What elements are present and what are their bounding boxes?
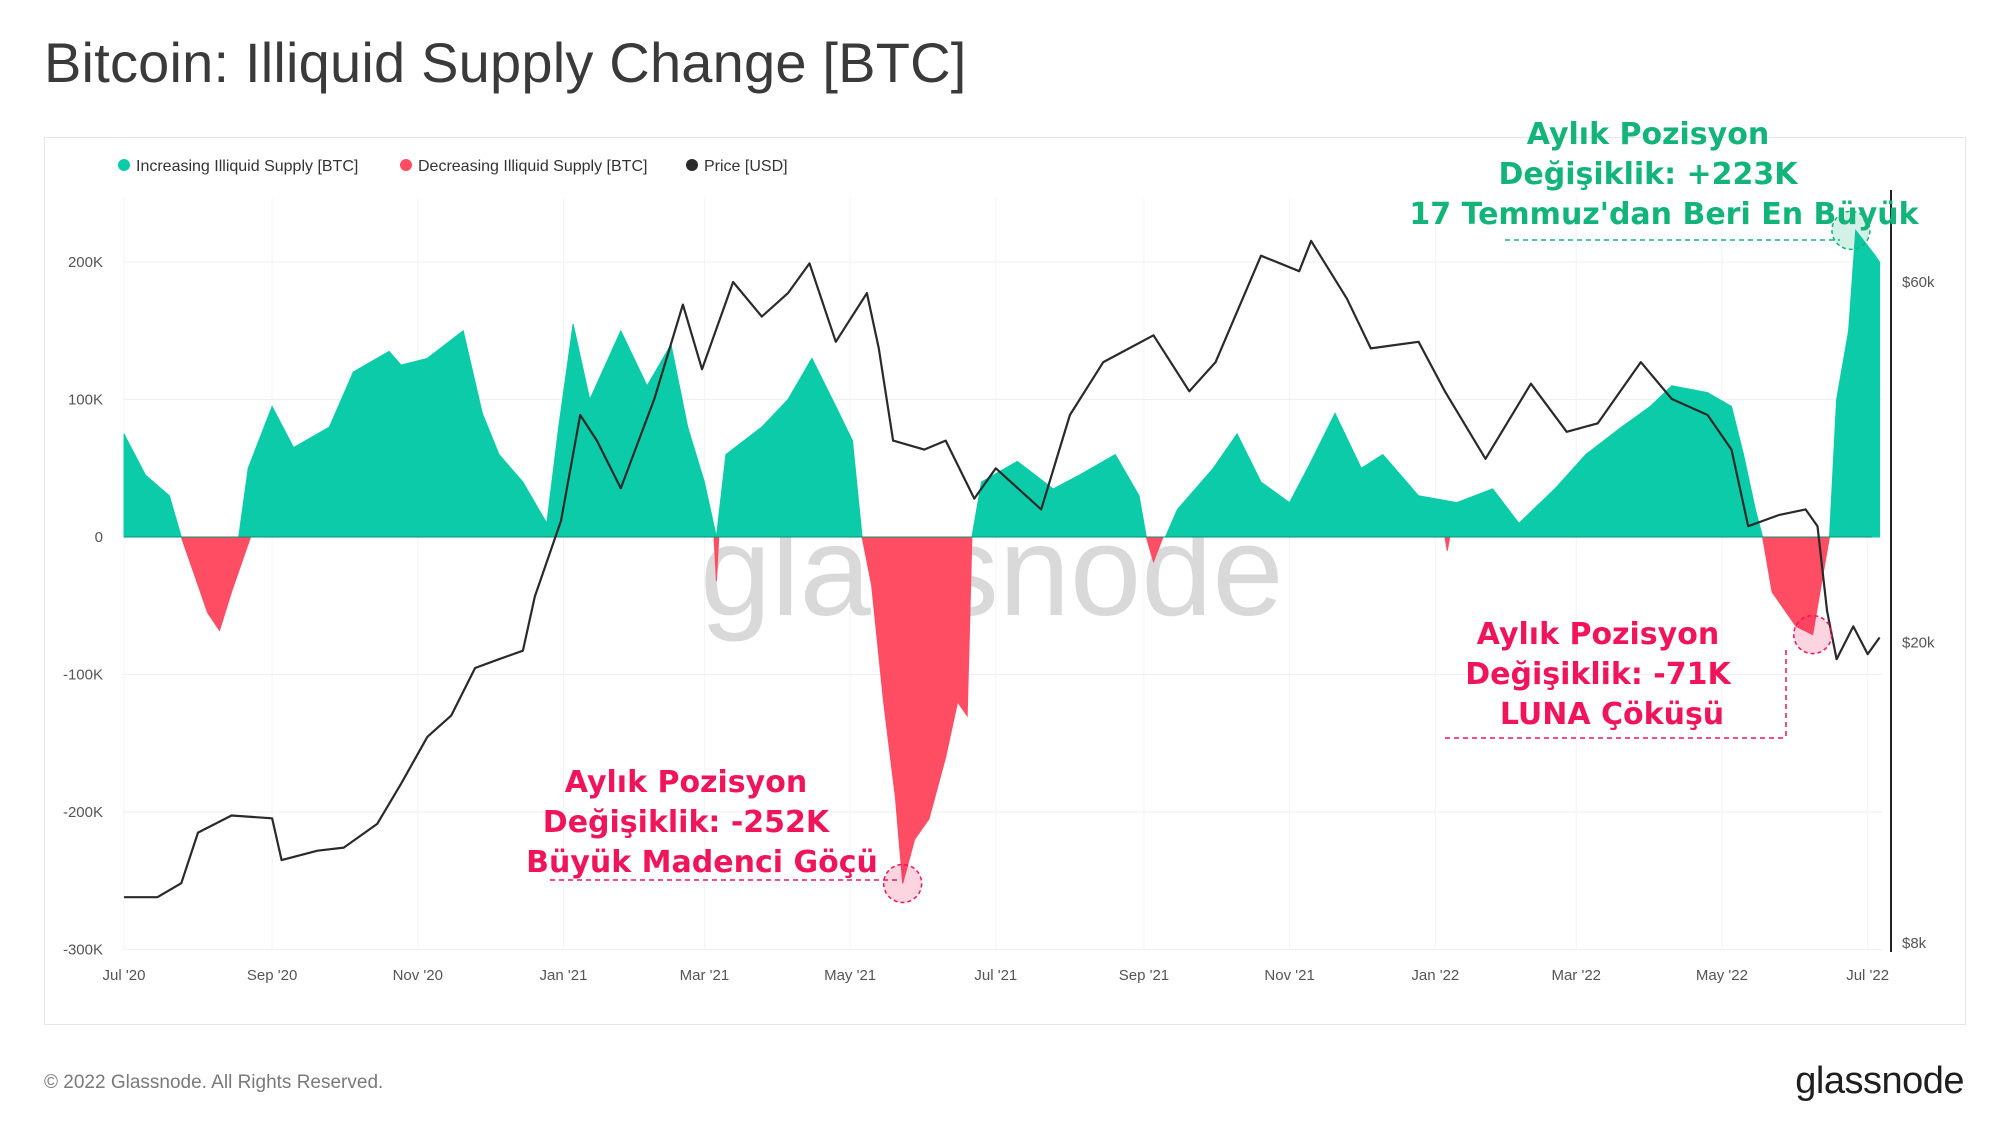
chart-frame [44,137,1966,1025]
price-layer [124,239,1881,899]
y-left-tick-label: -300K [63,942,103,959]
x-tick-label: Nov '21 [1264,967,1314,984]
y-left-tick-label: -100K [63,667,103,684]
annotation-marker [1831,210,1871,251]
decreasing-supply-area [180,536,1831,884]
x-tick-label: Nov '20 [393,967,443,984]
legend-label: Decreasing Illiquid Supply [BTC] [418,158,647,175]
increasing-supply-area [123,229,1881,538]
price-line [124,239,1881,899]
y-left-tick-label: 0 [95,529,103,546]
x-tick-label: May '22 [1696,967,1748,984]
glassnode-logo: glassnode [1795,1060,1964,1102]
x-tick-label: Sep '21 [1119,967,1169,984]
legend-label: Price [USD] [704,158,788,175]
annotation-text: 17 Temmuz'dan Beri En Büyük [1409,197,1919,232]
legend-layer: Increasing Illiquid Supply [BTC] Decreasi… [118,158,788,175]
x-tick-label: Sep '20 [247,967,297,984]
y-left-tick-label: 100K [68,392,103,409]
x-tick-label: Jan '22 [1411,967,1459,984]
y-right-tick-label: $20k [1902,634,1935,651]
annotation-layer: Aylık Pozisyon Değişiklik: +223K 17 Temmuz… [526,117,1920,904]
annotation-text: Değişiklik: -71K [1465,657,1732,692]
x-tick-label: Jan '21 [540,967,588,984]
x-tick-label: May '21 [824,967,876,984]
x-tick-label: Jul '20 [103,967,146,984]
annotation-text: Değişiklik: -252K [543,805,831,840]
x-tick-label: Jul '21 [974,967,1017,984]
y-left-tick-label: 200K [68,254,103,271]
legend-dot [686,159,698,171]
x-tick-label: Mar '22 [1551,967,1601,984]
annotation-text: Aylık Pozisyon [1477,617,1719,652]
annotation-text: Aylık Pozisyon [1527,117,1769,152]
legend-dot [400,159,412,171]
annotation-marker [1792,614,1833,655]
copyright-footer: © 2022 Glassnode. All Rights Reserved. [44,1072,384,1093]
y-left-tick-label: -200K [63,804,103,821]
annotation-text: Aylık Pozisyon [565,765,807,800]
annotation-text: LUNA Çöküşü [1500,697,1724,732]
legend-label: Increasing Illiquid Supply [BTC] [136,158,358,175]
annotation-text: Büyük Madenci Göçü [526,845,878,880]
y-right-tick-label: $8k [1902,935,1927,952]
x-tick-label: Mar '21 [680,967,730,984]
annotation-marker [882,863,923,904]
annotation-text: Değişiklik: +223K [1498,157,1799,192]
y-right-tick-label: $60k [1902,274,1935,291]
legend-dot [118,159,130,171]
x-tick-label: Jul '22 [1846,967,1889,984]
area-layer [123,229,1881,884]
chart-title: Bitcoin: Illiquid Supply Change [BTC] [44,31,967,94]
